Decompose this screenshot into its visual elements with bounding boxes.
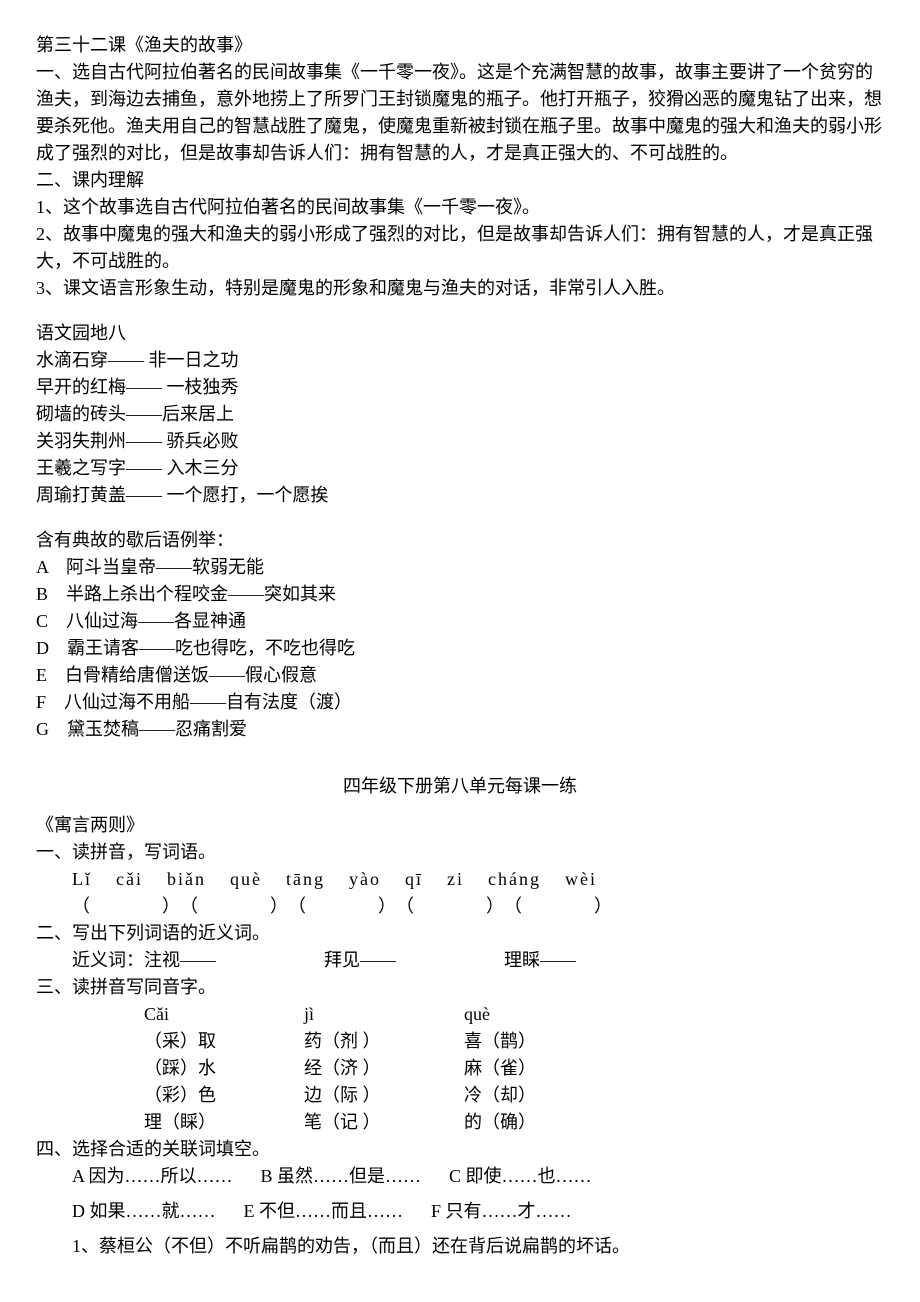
section2-heading: 二、课内理解 bbox=[36, 167, 884, 194]
e3-r2-c3: 麻（雀） bbox=[464, 1055, 624, 1082]
e3-r4-c3: 的（确） bbox=[464, 1109, 624, 1136]
allusion-f: F 八仙过海不用船——自有法度（渡） bbox=[36, 689, 884, 716]
conj-a: A 因为……所以…… bbox=[72, 1163, 233, 1190]
conj-c: C 即使……也…… bbox=[449, 1163, 592, 1190]
pinyin-row: Lǐ cǎi biǎn què tāng yào qī zi cháng wèi bbox=[72, 866, 884, 893]
allusion-a: A 阿斗当皇帝——软弱无能 bbox=[36, 554, 884, 581]
e3-r3-c3: 冷（却） bbox=[464, 1082, 624, 1109]
e4-item1: 1、蔡桓公（不但）不听扁鹊的劝告，（而且）还在背后说扁鹊的坏话。 bbox=[72, 1233, 884, 1260]
e3-head-c1: Cǎi bbox=[144, 1001, 304, 1028]
idiom-1: 水滴石穿—— 非一日之功 bbox=[36, 347, 884, 374]
pinyin-9: cháng bbox=[488, 866, 541, 893]
e3-r2-c1: （踩）水 bbox=[144, 1055, 304, 1082]
e3-row4: 理（睬） 笔（记 ） 的（确） bbox=[144, 1109, 884, 1136]
conj-b: B 虽然……但是…… bbox=[261, 1163, 422, 1190]
e3-r3-c1: （彩）色 bbox=[144, 1082, 304, 1109]
exercise2-line: 近义词：注视—— 拜见—— 理睬—— bbox=[72, 947, 884, 974]
e3-head-c3: què bbox=[464, 1001, 624, 1028]
fable-title: 《寓言两则》 bbox=[36, 812, 884, 839]
idiom-5: 王羲之写字—— 入木三分 bbox=[36, 455, 884, 482]
conj-d: D 如果……就…… bbox=[72, 1198, 216, 1225]
pinyin-2: cǎi bbox=[116, 866, 143, 893]
pinyin-1: Lǐ bbox=[72, 866, 92, 893]
conj-row1: A 因为……所以…… B 虽然……但是…… C 即使……也…… bbox=[72, 1163, 884, 1190]
section1-text: 一、选自古代阿拉伯著名的民间故事集《一千零一夜》。这是个充满智慧的故事，故事主要… bbox=[36, 59, 884, 167]
allusion-d: D 霸王请客——吃也得吃，不吃也得吃 bbox=[36, 635, 884, 662]
pinyin-5: tāng bbox=[286, 866, 325, 893]
allusion-c: C 八仙过海——各显神通 bbox=[36, 608, 884, 635]
allusion-title: 含有典故的歇后语例举： bbox=[36, 527, 884, 554]
e3-header: Cǎi jì què bbox=[144, 1001, 884, 1028]
idiom-3: 砌墙的砖头——后来居上 bbox=[36, 401, 884, 428]
e3-r3-c2: 边（际 ） bbox=[304, 1082, 464, 1109]
s2-item3: 3、课文语言形象生动，特别是魔鬼的形象和魔鬼与渔夫的对话，非常引人入胜。 bbox=[36, 275, 884, 302]
pinyin-4: què bbox=[230, 866, 262, 893]
pinyin-6: yào bbox=[349, 866, 381, 893]
exercise4-title: 四、选择合适的关联词填空。 bbox=[36, 1136, 884, 1163]
exercise1-title: 一、读拼音，写词语。 bbox=[36, 839, 884, 866]
s2-item1: 1、这个故事选自古代阿拉伯著名的民间故事集《一千零一夜》。 bbox=[36, 194, 884, 221]
idiom-4: 关羽失荆州—— 骄兵必败 bbox=[36, 428, 884, 455]
pinyin-8: zi bbox=[447, 866, 464, 893]
e3-row2: （踩）水 经（济 ） 麻（雀） bbox=[144, 1055, 884, 1082]
pinyin-10: wèi bbox=[565, 866, 597, 893]
conj-row2: D 如果……就…… E 不但……而且…… F 只有……才…… bbox=[72, 1198, 884, 1225]
e3-row1: （采）取 药（剂 ） 喜（鹊） bbox=[144, 1028, 884, 1055]
exercise2-title: 二、写出下列词语的近义词。 bbox=[36, 920, 884, 947]
exercise3-title: 三、读拼音写同音字。 bbox=[36, 974, 884, 1001]
e3-r2-c2: 经（济 ） bbox=[304, 1055, 464, 1082]
e3-row3: （彩）色 边（际 ） 冷（却） bbox=[144, 1082, 884, 1109]
e3-r1-c3: 喜（鹊） bbox=[464, 1028, 624, 1055]
idiom-6: 周瑜打黄盖—— 一个愿打，一个愿挨 bbox=[36, 482, 884, 509]
allusion-b: B 半路上杀出个程咬金——突如其来 bbox=[36, 581, 884, 608]
garden-title: 语文园地八 bbox=[36, 320, 884, 347]
unit-title: 四年级下册第八单元每课一练 bbox=[36, 773, 884, 800]
e3-r4-c1: 理（睬） bbox=[144, 1109, 304, 1136]
pinyin-3: biǎn bbox=[167, 866, 206, 893]
pinyin-7: qī bbox=[405, 866, 423, 893]
allusion-g: G 黛玉焚稿——忍痛割爱 bbox=[36, 716, 884, 743]
e3-r4-c2: 笔（记 ） bbox=[304, 1109, 464, 1136]
conj-e: E 不但……而且…… bbox=[244, 1198, 404, 1225]
lesson-title: 第三十二课《渔夫的故事》 bbox=[36, 32, 884, 59]
e3-r1-c1: （采）取 bbox=[144, 1028, 304, 1055]
allusion-e: E 白骨精给唐僧送饭——假心假意 bbox=[36, 662, 884, 689]
idiom-2: 早开的红梅—— 一枝独秀 bbox=[36, 374, 884, 401]
e3-r1-c2: 药（剂 ） bbox=[304, 1028, 464, 1055]
blank-row: （ ） （ ） （ ） （ ） （ ） bbox=[72, 893, 884, 920]
e3-head-c2: jì bbox=[304, 1001, 464, 1028]
conj-f: F 只有……才…… bbox=[431, 1198, 572, 1225]
s2-item2: 2、故事中魔鬼的强大和渔夫的弱小形成了强烈的对比，但是故事却告诉人们：拥有智慧的… bbox=[36, 221, 884, 275]
